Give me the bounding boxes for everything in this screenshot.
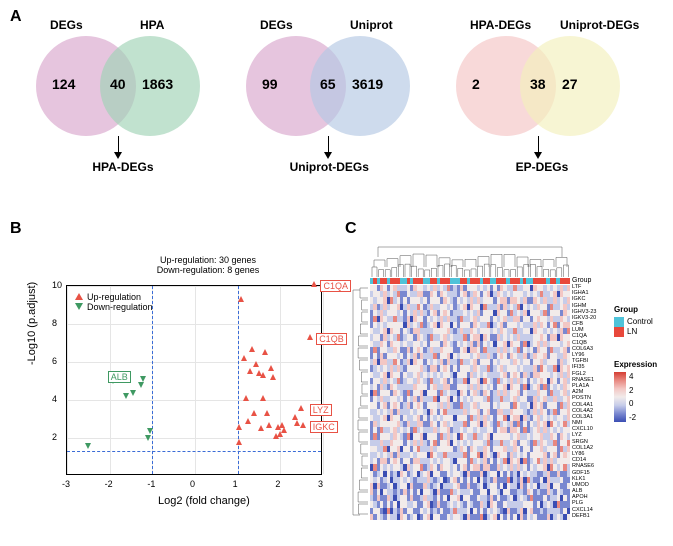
venn-0: DEGsHPA124401863HPA-DEGs (30, 18, 220, 178)
dendro-top (370, 243, 570, 277)
volcano-xlabel: Log2 (fold change) (158, 495, 250, 507)
dendro-left (350, 285, 368, 520)
volcano-title-down: Down-regulation: 8 genes (133, 265, 283, 275)
panel-a-label: A (10, 8, 22, 26)
group-bar (370, 278, 570, 284)
volcano-title: Up-regulation: 30 genes Down-regulation:… (133, 255, 283, 275)
heatmap-grid (370, 285, 570, 520)
venn-2: HPA-DEGsUniprot-DEGs23827EP-DEGs (450, 18, 640, 178)
volcano-plot: C1QAC1QBLYZIGKCALBUp-regulationDown-regu… (66, 285, 322, 475)
volcano-panel: Up-regulation: 30 genes Down-regulation:… (18, 225, 338, 515)
volcano-title-up: Up-regulation: 30 genes (133, 255, 283, 265)
heatmap-panel: LTFIGHA1IGKCIGHMIGHV3-23IGKV3-20CFBLUMC1… (348, 225, 666, 525)
venn-1: DEGsUniprot99653619Uniprot-DEGs (240, 18, 430, 178)
volcano-ylabel: -Log10 (p.adjust) (26, 282, 38, 365)
venn-row: DEGsHPA124401863HPA-DEGsDEGsUniprot99653… (30, 18, 650, 178)
